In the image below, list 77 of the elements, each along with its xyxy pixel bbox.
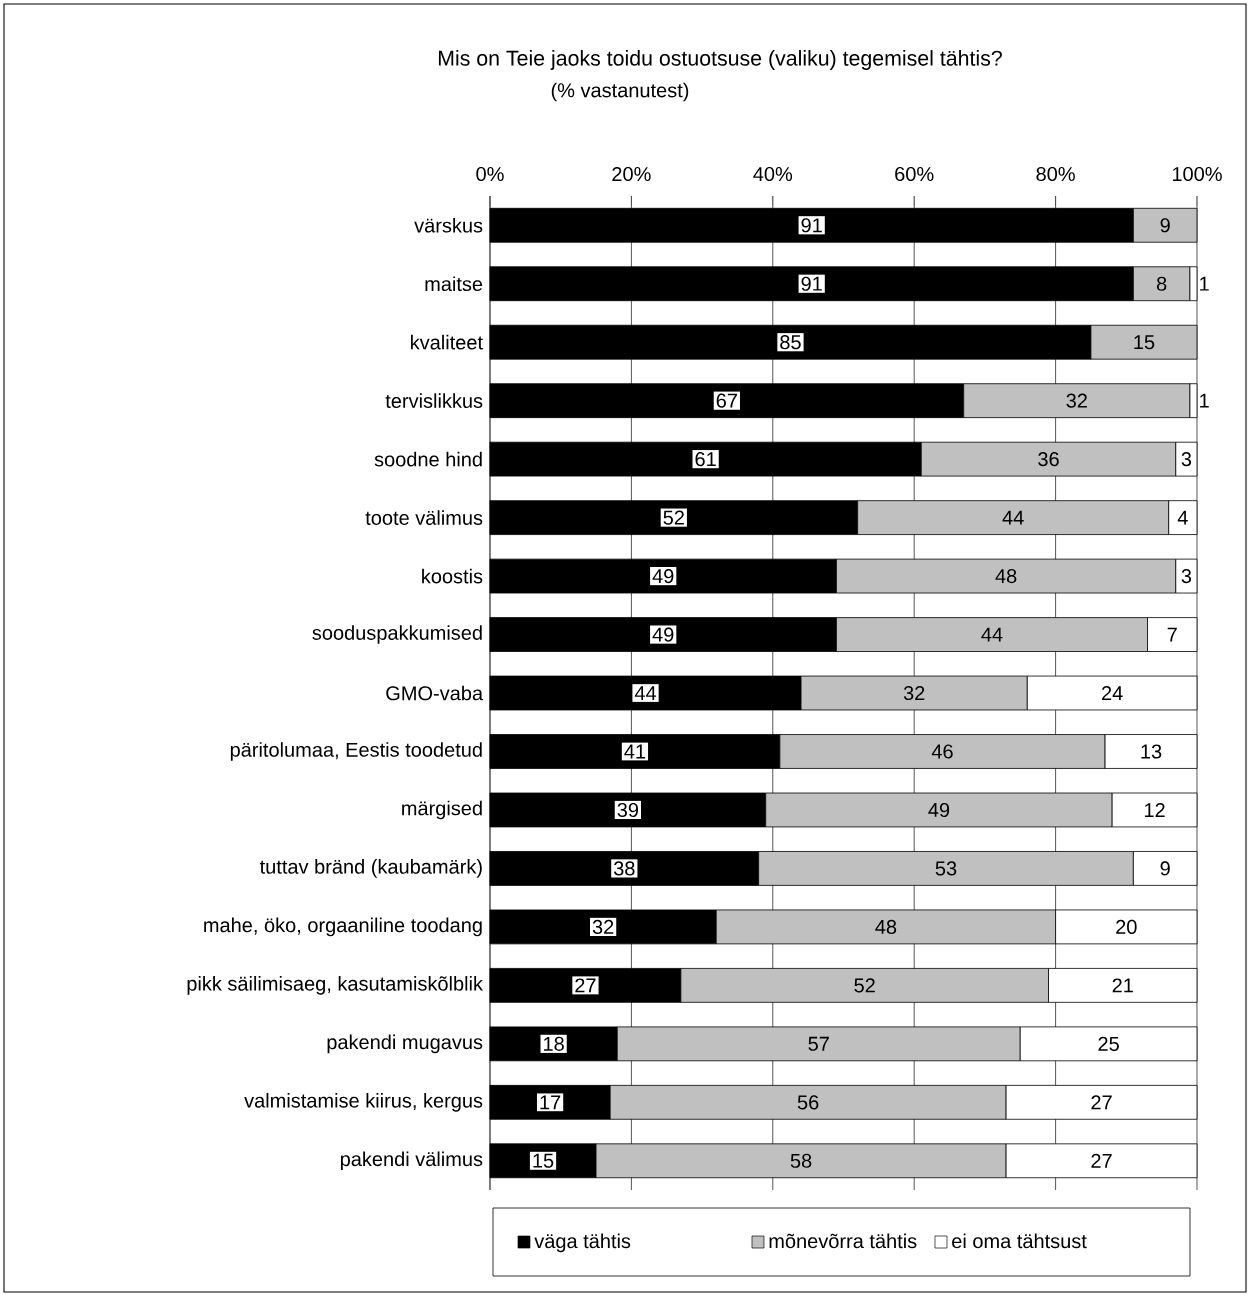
data-label: 32 xyxy=(903,685,925,701)
data-label: 12 xyxy=(1144,802,1165,817)
data-label: 52 xyxy=(663,510,684,525)
y-tick-label: maitse xyxy=(425,276,483,292)
y-tick-label: valmistamise kiirus, kergus xyxy=(244,1093,483,1112)
data-label: 1 xyxy=(1200,393,1209,408)
x-tick-label: 100% xyxy=(1172,166,1222,182)
y-tick-label: tervislikkus xyxy=(385,393,483,409)
data-label: 15 xyxy=(533,1153,554,1168)
data-label: 44 xyxy=(634,686,657,700)
data-label: 32 xyxy=(592,919,614,934)
legend-label: mõnevõrra tähtis xyxy=(769,1233,917,1249)
data-label: 27 xyxy=(1091,1095,1112,1110)
legend-label: ei oma tähtsust xyxy=(952,1233,1087,1249)
data-label: 18 xyxy=(544,1036,564,1051)
data-label: 27 xyxy=(1091,1153,1112,1168)
data-label: 15 xyxy=(1134,335,1155,350)
data-label: 49 xyxy=(652,627,674,642)
data-label: 53 xyxy=(935,861,957,876)
data-label: 17 xyxy=(540,1095,561,1110)
data-label: 1 xyxy=(1200,276,1209,291)
data-label: 8 xyxy=(1156,276,1167,291)
data-label: 57 xyxy=(808,1036,829,1051)
data-label: 38 xyxy=(613,861,635,876)
x-tick-label: 0% xyxy=(476,166,504,182)
y-tick-label: koostis xyxy=(422,568,483,584)
y-tick-label: sooduspakkumised xyxy=(312,625,482,644)
y-tick-label: toote välimus xyxy=(365,510,483,525)
data-label: 41 xyxy=(624,744,646,759)
data-label: 36 xyxy=(1038,452,1059,467)
data-label: 44 xyxy=(981,627,1003,642)
data-label: 67 xyxy=(716,393,737,408)
x-tick-label: 80% xyxy=(1036,166,1075,182)
data-label: 52 xyxy=(854,978,875,993)
data-label: 9 xyxy=(1160,861,1170,876)
y-tick-label: kvaliteet xyxy=(411,334,483,350)
y-tick-label: pakendi mugavus xyxy=(327,1034,483,1054)
data-label: 49 xyxy=(652,569,674,584)
y-tick-label: soodne hind xyxy=(374,451,482,467)
data-label: 4 xyxy=(1177,510,1188,525)
data-label: 9 xyxy=(1160,218,1170,233)
data-label: 3 xyxy=(1181,569,1192,584)
chart-subtitle: (% vastanutest) xyxy=(551,82,689,102)
data-label: 61 xyxy=(695,452,716,467)
data-label: 25 xyxy=(1098,1036,1119,1051)
y-tick-label: pikk säilimisaeg, kasutamiskõlblik xyxy=(187,976,484,995)
x-tick-label: 40% xyxy=(753,166,793,182)
data-label: 7 xyxy=(1167,627,1177,642)
data-label: 49 xyxy=(928,802,950,818)
y-tick-label: märgised xyxy=(402,800,482,820)
chart-title: Mis on Teie jaoks toidu ostuotsuse (valiku) tegemisel tähtis? xyxy=(438,50,1002,70)
data-label: 20 xyxy=(1116,919,1137,934)
data-label: 32 xyxy=(1066,393,1087,408)
data-label: 21 xyxy=(1112,978,1133,993)
data-label: 27 xyxy=(575,978,596,993)
data-label: 91 xyxy=(801,276,822,291)
data-label: 39 xyxy=(617,802,639,818)
y-tick-label: päritolumaa, Eestis toodetud xyxy=(230,742,482,761)
y-tick-label: pakendi välimus xyxy=(340,1151,483,1171)
data-label: 44 xyxy=(1002,510,1024,525)
legend-label: väga tähtis xyxy=(534,1233,631,1253)
y-tick-label: mahe, öko, orgaaniline toodang xyxy=(204,917,482,937)
data-label: 46 xyxy=(931,744,953,759)
data-label: 58 xyxy=(790,1153,812,1168)
data-label: 24 xyxy=(1102,686,1123,701)
data-label: 91 xyxy=(801,218,822,233)
x-tick-label: 20% xyxy=(612,166,651,182)
data-label: 85 xyxy=(780,335,801,350)
y-tick-label: GMO-vaba xyxy=(386,685,484,701)
data-label: 48 xyxy=(995,569,1017,584)
data-label: 56 xyxy=(797,1095,819,1110)
data-label: 48 xyxy=(875,919,897,934)
y-tick-label: tuttav bränd (kaubamärk) xyxy=(259,859,482,878)
y-tick-label: värskus xyxy=(414,217,483,233)
data-label: 13 xyxy=(1141,744,1162,759)
x-tick-label: 60% xyxy=(895,166,934,182)
data-label: 3 xyxy=(1181,452,1192,467)
